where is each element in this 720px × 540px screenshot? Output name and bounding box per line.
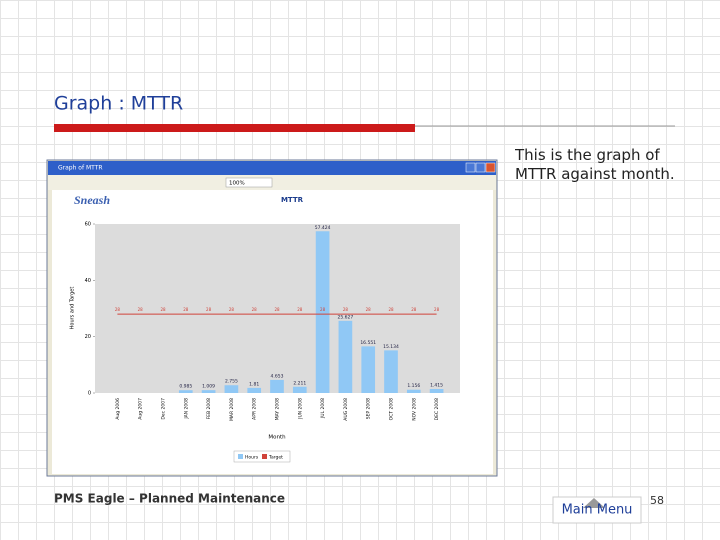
slide-title: Graph : MTTR — [54, 93, 183, 115]
data-label: 2.211 — [293, 380, 306, 386]
x-tick-label: OCT 2008 — [389, 398, 395, 420]
data-label: 2.755 — [225, 379, 238, 385]
zoom-level: 100% — [229, 181, 245, 187]
bar — [429, 389, 444, 393]
chart-title: MTTR — [281, 196, 304, 204]
bar — [224, 385, 239, 393]
data-label: 28 — [183, 307, 189, 312]
bar — [338, 320, 353, 393]
data-label: 4.653 — [271, 373, 284, 379]
data-label: 1.415 — [430, 383, 443, 389]
data-label: 28 — [206, 307, 212, 312]
bar — [292, 386, 307, 393]
bar — [406, 389, 421, 393]
data-label: 25.627 — [338, 314, 354, 320]
data-label: 28 — [160, 307, 166, 312]
legend-swatch — [262, 454, 267, 459]
x-axis-label: Month — [268, 435, 286, 441]
x-tick-label: Aug 2006 — [115, 398, 121, 420]
brand: Sneash — [74, 193, 110, 207]
data-label: 28 — [229, 307, 235, 312]
legend-swatch — [238, 454, 243, 459]
home-icon — [583, 498, 605, 508]
x-tick-label: JUN 2008 — [297, 398, 303, 420]
bar — [361, 346, 376, 393]
data-label: 1.81 — [249, 381, 259, 387]
main-menu-label: Main Menu — [562, 503, 633, 518]
x-tick-label: Aug 2007 — [138, 398, 144, 420]
legend-label: Target — [268, 455, 283, 461]
data-label: 1.156 — [407, 383, 420, 389]
y-axis-label: Hours and Target — [70, 287, 76, 330]
x-tick-label: MAY 2008 — [275, 398, 281, 420]
data-label: 15.134 — [383, 344, 399, 350]
window-titlebar — [48, 161, 496, 175]
x-tick-label: DEC 2008 — [434, 398, 440, 420]
bar — [315, 231, 330, 393]
data-label: 28 — [388, 307, 394, 312]
zoom-box[interactable] — [225, 177, 273, 188]
data-label: 57.424 — [315, 225, 331, 231]
title-bar — [54, 124, 415, 132]
x-tick-label: AUG 2008 — [343, 398, 349, 421]
bar — [247, 387, 262, 393]
data-label: 28 — [320, 307, 326, 312]
bar — [201, 390, 216, 393]
minimize-button[interactable] — [465, 162, 476, 173]
x-tick-label: JUL 2008 — [320, 398, 326, 419]
data-label: 28 — [366, 307, 372, 312]
data-label: 28 — [115, 307, 121, 312]
plot-area — [95, 224, 460, 393]
data-label: 28 — [252, 307, 258, 312]
data-label: 28 — [297, 307, 303, 312]
close-button[interactable] — [485, 162, 496, 173]
x-tick-label: SEP 2008 — [366, 398, 372, 419]
bar — [178, 390, 193, 393]
y-tick-label: 40 — [85, 278, 91, 284]
data-label: 28 — [411, 307, 417, 312]
bar — [270, 379, 284, 393]
x-tick-label: JAN 2008 — [183, 398, 189, 420]
maximize-button[interactable] — [475, 162, 486, 173]
x-tick-label: Dec 2007 — [161, 398, 167, 420]
bar — [384, 350, 398, 393]
description: This is the graph of MTTR against month. — [515, 146, 675, 183]
data-label: 1.009 — [202, 384, 215, 390]
description-box: This is the graph of MTTR against month. — [515, 146, 675, 183]
data-label: 28 — [138, 307, 144, 312]
data-label: 0.985 — [179, 384, 192, 390]
data-label: 28 — [434, 307, 440, 312]
data-label: 16.551 — [360, 340, 376, 346]
y-tick-label: 0 — [88, 391, 91, 397]
page-number: 58 — [650, 494, 664, 507]
data-label: 28 — [274, 307, 280, 312]
y-tick-label: 20 — [85, 334, 91, 340]
window-title: Graph of MTTR — [58, 165, 103, 172]
y-tick-label: 60 — [85, 222, 91, 228]
x-tick-label: FEB 2008 — [206, 398, 212, 420]
x-tick-label: MAR 2008 — [229, 398, 235, 421]
footer: PMS Eagle – Planned Maintenance — [54, 492, 285, 506]
data-label: 28 — [343, 307, 349, 312]
x-tick-label: NOV 2008 — [411, 398, 417, 421]
legend-label: Hours — [245, 455, 259, 461]
x-tick-label: APR 2008 — [252, 398, 258, 420]
